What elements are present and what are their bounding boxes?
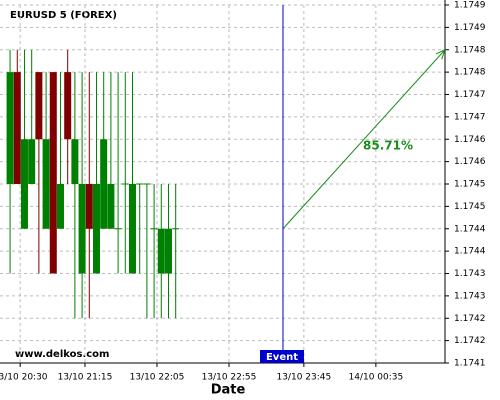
candle-body [20, 139, 28, 229]
y-tick-label: 1.1745 [454, 180, 486, 190]
candle-body [92, 184, 100, 274]
candle-body [42, 139, 50, 229]
y-tick-label: 1.1749 [454, 23, 486, 33]
candle-body [85, 184, 93, 229]
y-tick-label: 1.1742 [454, 314, 486, 324]
candle-body [64, 72, 72, 140]
y-tick-label: 1.1748 [454, 68, 486, 78]
y-tick-label: 1.1747 [454, 112, 486, 122]
y-tick-label: 1.1745 [454, 202, 486, 212]
y-tick-label: 1.1748 [454, 45, 486, 55]
chart-title: EURUSD 5 (FOREX) [10, 10, 117, 21]
y-tick-label: 1.1743 [454, 291, 486, 301]
candle-body [143, 183, 151, 185]
candle-body [78, 184, 86, 274]
event-label: Event [266, 352, 298, 363]
candle-body [6, 72, 14, 184]
candle-body [157, 228, 165, 274]
candle-body [49, 72, 57, 274]
arrow-head [435, 48, 446, 60]
prediction-label: 85.71% [363, 139, 413, 153]
x-tick-label: 13/10 21:15 [58, 373, 113, 383]
event-box [259, 350, 304, 363]
candle-body [150, 228, 158, 230]
candle-body [172, 228, 180, 230]
y-tick-label: 1.1746 [454, 157, 486, 167]
watermark: www.delkos.com [15, 349, 109, 360]
candle-body [56, 184, 64, 229]
candle-body [28, 139, 36, 184]
candle-body [136, 183, 144, 185]
candle-body [100, 139, 108, 229]
x-tick-label: 13/10 23:45 [277, 373, 332, 383]
candle-body [107, 184, 115, 229]
y-tick-label: 1.1744 [454, 247, 486, 257]
y-tick-label: 1.1747 [454, 90, 486, 100]
candle-body [71, 139, 79, 184]
candle-body [164, 228, 172, 274]
candle-body [128, 184, 136, 274]
y-tick-label: 1.1743 [454, 269, 486, 279]
x-tick-label: 13/10 20:30 [0, 373, 48, 383]
y-tick-label: 1.1746 [454, 135, 486, 145]
x-tick-label: 13/10 22:55 [202, 373, 257, 383]
candle-body [121, 183, 129, 185]
x-tick-label: 13/10 22:05 [130, 373, 185, 383]
prediction-arrow [282, 49, 446, 230]
y-tick-label: 1.1741 [454, 359, 486, 369]
candle-body [35, 72, 43, 140]
y-tick-label: 1.1742 [454, 336, 486, 346]
y-tick-label: 1.1749 [454, 1, 486, 11]
candle-body [114, 228, 122, 230]
candle-body [13, 72, 21, 184]
y-tick-label: 1.1744 [454, 224, 486, 234]
x-axis-label: Date [211, 383, 246, 398]
x-tick-label: 14/10 00:35 [349, 373, 404, 383]
